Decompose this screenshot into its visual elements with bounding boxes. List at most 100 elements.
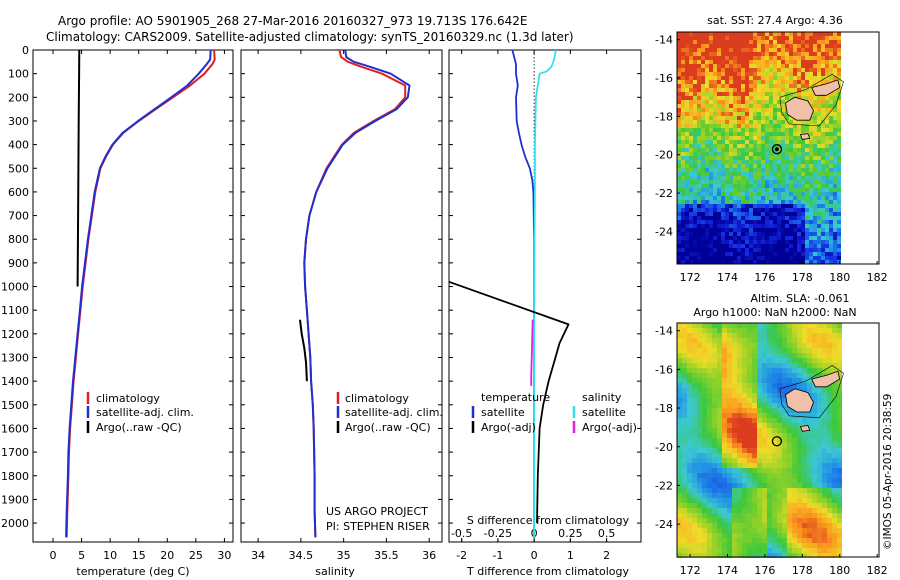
map-cell — [762, 348, 767, 353]
map-cell — [801, 152, 805, 156]
map-cell — [692, 378, 697, 383]
map-cell — [782, 423, 787, 428]
map-cell — [685, 44, 689, 48]
map-cell — [677, 403, 682, 408]
map-cell — [813, 136, 817, 140]
map-cell — [725, 220, 729, 224]
map-cell — [765, 136, 769, 140]
map-cell — [762, 408, 767, 413]
map-cell — [761, 240, 765, 244]
lat-tick-label: -22 — [655, 479, 673, 492]
map-cell — [765, 140, 769, 144]
map-cell — [721, 184, 725, 188]
map-cell — [697, 176, 701, 180]
map-cell — [772, 518, 777, 523]
map-cell — [737, 553, 742, 558]
map-cell — [682, 448, 687, 453]
map-cell — [837, 60, 841, 64]
lat-tick-label: -22 — [655, 187, 673, 200]
map-cell — [817, 52, 821, 56]
map-cell — [717, 104, 721, 108]
map-cell — [737, 353, 742, 358]
map-cell — [737, 393, 742, 398]
map-cell — [707, 553, 712, 558]
map-cell — [789, 176, 793, 180]
map-cell — [692, 433, 697, 438]
map-cell — [712, 538, 717, 543]
map-cell — [721, 136, 725, 140]
map-cell — [837, 148, 841, 152]
map-cell — [813, 248, 817, 252]
map-cell — [822, 513, 827, 518]
map-cell — [701, 196, 705, 200]
map-cell — [837, 398, 842, 403]
map-cell — [693, 184, 697, 188]
map-cell — [767, 368, 772, 373]
map-cell — [685, 112, 689, 116]
map-cell — [721, 252, 725, 256]
map-cell — [725, 152, 729, 156]
map-cell — [682, 388, 687, 393]
map-cell — [817, 418, 822, 423]
map-cell — [747, 393, 752, 398]
map-cell — [757, 358, 762, 363]
map-cell — [793, 160, 797, 164]
map-cell — [832, 553, 837, 558]
map-cell — [717, 478, 722, 483]
depth-tick-label: 1600 — [1, 422, 29, 435]
map-cell — [769, 180, 773, 184]
map-cell — [749, 64, 753, 68]
map-cell — [781, 132, 785, 136]
map-cell — [782, 368, 787, 373]
map-cell — [689, 216, 693, 220]
map-cell — [749, 136, 753, 140]
map-cell — [712, 338, 717, 343]
map-cell — [727, 428, 732, 433]
map-cell — [717, 176, 721, 180]
map-cell — [677, 256, 681, 260]
map-cell — [817, 64, 821, 68]
map-cell — [837, 208, 841, 212]
map-cell — [772, 373, 777, 378]
map-cell — [787, 498, 792, 503]
map-cell — [693, 224, 697, 228]
map-cell — [737, 463, 742, 468]
map-cell — [752, 543, 757, 548]
map-cell — [701, 156, 705, 160]
map-cell — [801, 176, 805, 180]
map-cell — [692, 373, 697, 378]
map-cell — [681, 168, 685, 172]
map-cell — [721, 144, 725, 148]
map-cell — [817, 463, 822, 468]
legend-label-temp-satellite: satellite — [481, 406, 525, 419]
map-cell — [702, 503, 707, 508]
map-cell — [709, 68, 713, 72]
map-cell — [717, 523, 722, 528]
map-cell — [692, 498, 697, 503]
map-cell — [745, 232, 749, 236]
map-cell — [757, 528, 762, 533]
map-cell — [777, 423, 782, 428]
map-cell — [697, 232, 701, 236]
map-cell — [733, 64, 737, 68]
map-cell — [757, 498, 762, 503]
map-cell — [707, 358, 712, 363]
map-cell — [822, 453, 827, 458]
map-cell — [802, 533, 807, 538]
map-cell — [837, 36, 841, 40]
map-cell — [761, 132, 765, 136]
map-cell — [812, 468, 817, 473]
map-cell — [777, 393, 782, 398]
map-cell — [812, 333, 817, 338]
map-cell — [765, 84, 769, 88]
map-cell — [693, 36, 697, 40]
map-cell — [733, 200, 737, 204]
map-cell — [713, 156, 717, 160]
map-cell — [682, 358, 687, 363]
map-cell — [792, 513, 797, 518]
map-cell — [737, 84, 741, 88]
x-tick-label: -2 — [456, 549, 467, 562]
map-cell — [749, 60, 753, 64]
map-cell — [701, 128, 705, 132]
map-cell — [789, 160, 793, 164]
